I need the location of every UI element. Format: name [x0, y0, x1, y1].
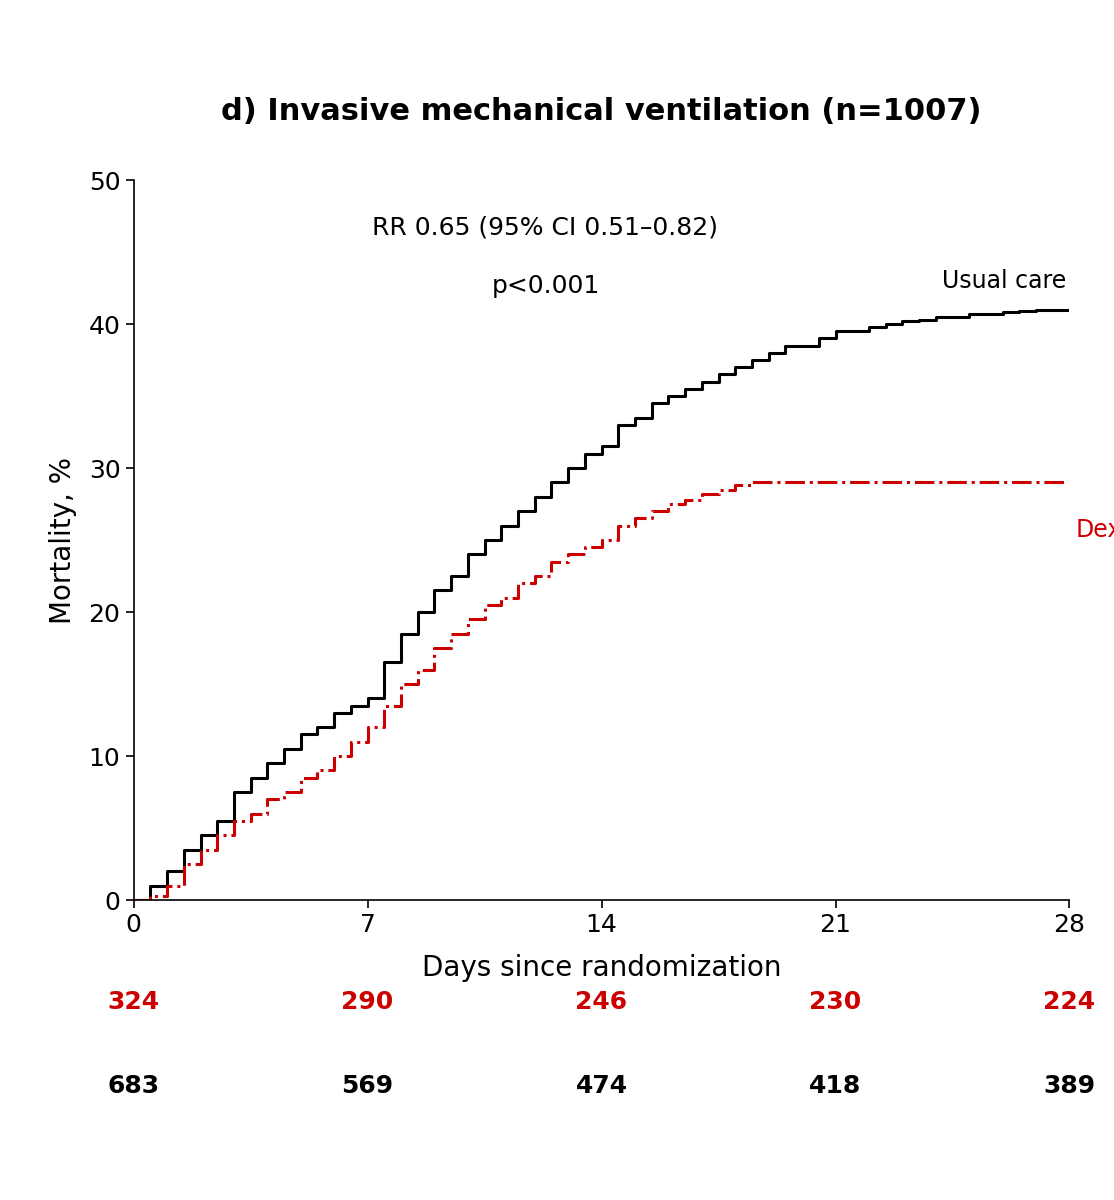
Text: 569: 569: [342, 1074, 393, 1098]
Text: 230: 230: [810, 990, 861, 1014]
Text: p<0.001: p<0.001: [491, 274, 599, 298]
Text: 224: 224: [1044, 990, 1095, 1014]
Text: d) Invasive mechanical ventilation (n=1007): d) Invasive mechanical ventilation (n=10…: [222, 97, 981, 126]
Text: 290: 290: [342, 990, 393, 1014]
Text: 474: 474: [576, 1074, 627, 1098]
X-axis label: Days since randomization: Days since randomization: [422, 954, 781, 982]
Text: 418: 418: [810, 1074, 861, 1098]
Text: Dexamethasone: Dexamethasone: [1076, 518, 1114, 542]
Y-axis label: Mortality, %: Mortality, %: [49, 456, 78, 624]
Text: 389: 389: [1044, 1074, 1095, 1098]
Text: 683: 683: [108, 1074, 159, 1098]
Text: Usual care: Usual care: [941, 269, 1066, 293]
Text: 246: 246: [576, 990, 627, 1014]
Text: RR 0.65 (95% CI 0.51–0.82): RR 0.65 (95% CI 0.51–0.82): [372, 216, 719, 240]
Text: 324: 324: [108, 990, 159, 1014]
